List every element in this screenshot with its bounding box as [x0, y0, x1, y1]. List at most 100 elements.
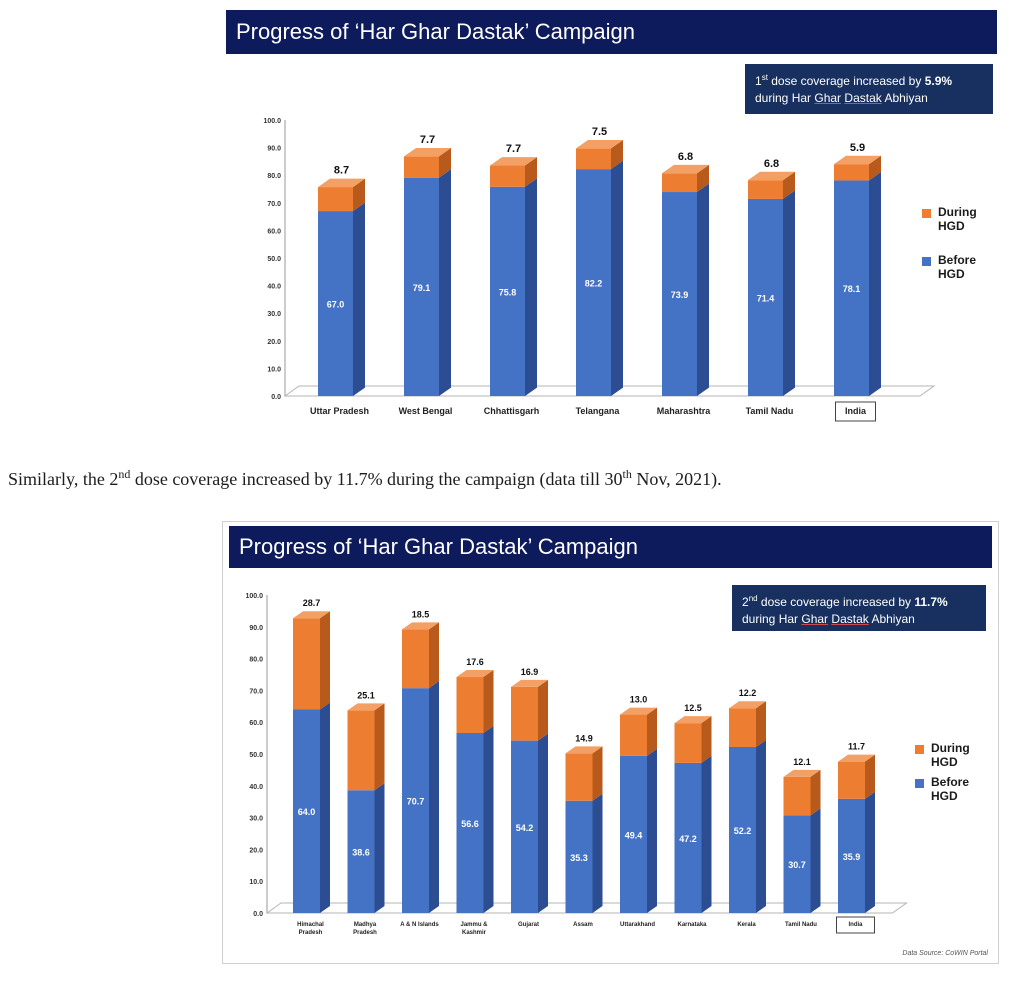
bar-during-hgd	[783, 776, 811, 816]
bar-during-hgd	[511, 686, 538, 741]
bar-before-hgd-side	[865, 791, 875, 913]
bar-before-hgd-side	[592, 793, 603, 913]
y-tick-label: 60.0	[249, 720, 263, 727]
bar-during-hgd-side	[429, 622, 439, 689]
bar-during-hgd	[318, 187, 353, 212]
legend-swatch-before	[922, 257, 931, 266]
y-tick-label: 80.0	[267, 173, 281, 180]
chart-legend: During HGD Before HGD	[922, 205, 988, 281]
bar-during-hgd-top	[404, 148, 451, 157]
data-label-before-hgd: 82.2	[585, 279, 603, 289]
bar-before-hgd	[347, 790, 375, 913]
bar-before-hgd-side	[701, 755, 712, 913]
bar-before-hgd	[834, 180, 869, 396]
bar-during-hgd-top	[565, 746, 603, 754]
bar-before-hgd	[565, 800, 593, 913]
bar-during-hgd	[404, 156, 439, 178]
data-label-before-hgd: 52.2	[734, 826, 752, 836]
india-category-box	[835, 401, 876, 422]
x-tick-label: Kashmir	[462, 930, 487, 936]
bar-during-hgd	[620, 714, 647, 756]
x-tick-label: Tamil Nadu	[785, 922, 817, 928]
legend-item-before: Before HGD	[922, 253, 988, 281]
y-tick-label: 90.0	[267, 146, 281, 153]
bar-during-hgd-side	[483, 670, 494, 734]
data-label-before-hgd: 30.7	[788, 860, 806, 870]
bar-during-hgd-side	[353, 178, 365, 212]
y-tick-label: 10.0	[249, 879, 263, 886]
chart-legend: During HGD Before HGD	[915, 741, 998, 803]
x-tick-label: Himachal	[297, 922, 324, 928]
bar-before-hgd	[729, 747, 756, 913]
y-tick-label: 20.0	[249, 847, 263, 854]
bar-before-hgd-side	[697, 183, 709, 396]
y-tick-label: 70.0	[267, 201, 281, 208]
y-tick-label: 90.0	[249, 625, 263, 632]
y-tick-label: 10.0	[267, 366, 281, 373]
bar-before-hgd	[511, 740, 538, 913]
bar-during-hgd-top	[834, 155, 881, 165]
x-tick-label: West Bengal	[399, 406, 453, 416]
x-tick-label: India	[848, 922, 863, 928]
bar-during-hgd-side	[865, 754, 875, 799]
data-label-before-hgd: 75.8	[499, 287, 517, 297]
bar-during-hgd	[347, 710, 375, 791]
data-label-during-hgd: 13.0	[630, 695, 648, 705]
x-tick-label: Chhattisgarh	[484, 406, 540, 416]
x-tick-label: Tamil Nadu	[746, 406, 794, 416]
data-source-note: Data Source: CoWIN Portal	[902, 950, 988, 957]
bar-before-hgd-side	[647, 748, 657, 913]
bar-before-hgd-side	[374, 783, 385, 913]
data-label-before-hgd: 35.3	[570, 853, 588, 863]
data-label-during-hgd: 7.7	[506, 143, 521, 155]
data-label-during-hgd: 11.7	[848, 742, 865, 752]
data-label-before-hgd: 35.9	[843, 852, 861, 862]
legend-item-before: Before HGD	[915, 775, 998, 803]
legend-swatch-before	[915, 779, 924, 788]
y-tick-label: 30.0	[249, 816, 263, 823]
bar-during-hgd	[402, 629, 429, 689]
caption-text: Similarly, the 2nd dose coverage increas…	[8, 467, 722, 489]
bar-during-hgd-top	[293, 611, 330, 619]
data-label-before-hgd: 67.0	[327, 300, 345, 310]
x-tick-label: India	[845, 406, 867, 416]
data-label-during-hgd: 25.1	[357, 690, 375, 700]
bar-during-hgd-top	[318, 178, 365, 188]
bar-before-hgd-side	[439, 169, 451, 396]
bar-during-hgd-side	[869, 155, 881, 181]
y-tick-label: 0.0	[253, 911, 263, 918]
bar-during-hgd	[674, 723, 702, 763]
bar-during-hgd-side	[701, 716, 712, 763]
bar-before-hgd-side	[810, 808, 821, 913]
bar-before-hgd	[576, 169, 611, 396]
bar-during-hgd	[293, 618, 320, 710]
x-tick-label: Karnataka	[677, 922, 707, 928]
coverage-note: 2nd dose coverage increased by 11.7% dur…	[732, 585, 986, 631]
data-label-before-hgd: 73.9	[671, 290, 689, 300]
bar-before-hgd-side	[320, 702, 330, 913]
data-label-during-hgd: 12.5	[684, 703, 702, 713]
data-label-before-hgd: 38.6	[352, 848, 370, 858]
bar-during-hgd-top	[662, 164, 709, 174]
data-label-during-hgd: 16.9	[521, 667, 539, 677]
bar-before-hgd	[662, 192, 697, 396]
bar-during-hgd	[834, 164, 869, 181]
y-tick-label: 80.0	[249, 657, 263, 664]
x-tick-label: Assam	[573, 922, 593, 928]
chart-panel-first-dose: Progress of ‘Har Ghar Dastak’ Campaign 1…	[226, 10, 997, 430]
stacked-bar-chart-second-dose: 0.0 10.0 20.0 30.0 40.0 50.0 60.0 70.0 80.0 90.0 1…	[245, 593, 909, 936]
bar-before-hgd	[838, 798, 865, 913]
bar-during-hgd-side	[592, 746, 603, 801]
x-tick-label: Kerala	[737, 922, 756, 928]
bar-before-hgd	[748, 198, 783, 396]
bar-before-hgd	[318, 211, 353, 396]
y-tick-label: 50.0	[267, 256, 281, 263]
y-tick-label: 0.0	[271, 394, 281, 401]
bar-before-hgd	[402, 688, 429, 913]
bar-during-hgd-side	[439, 148, 451, 178]
data-label-before-hgd: 47.2	[679, 834, 697, 844]
bar-before-hgd-side	[783, 190, 795, 396]
bar-during-hgd-side	[810, 769, 821, 816]
y-tick-label: 60.0	[267, 228, 281, 235]
bar-before-hgd	[456, 733, 484, 913]
